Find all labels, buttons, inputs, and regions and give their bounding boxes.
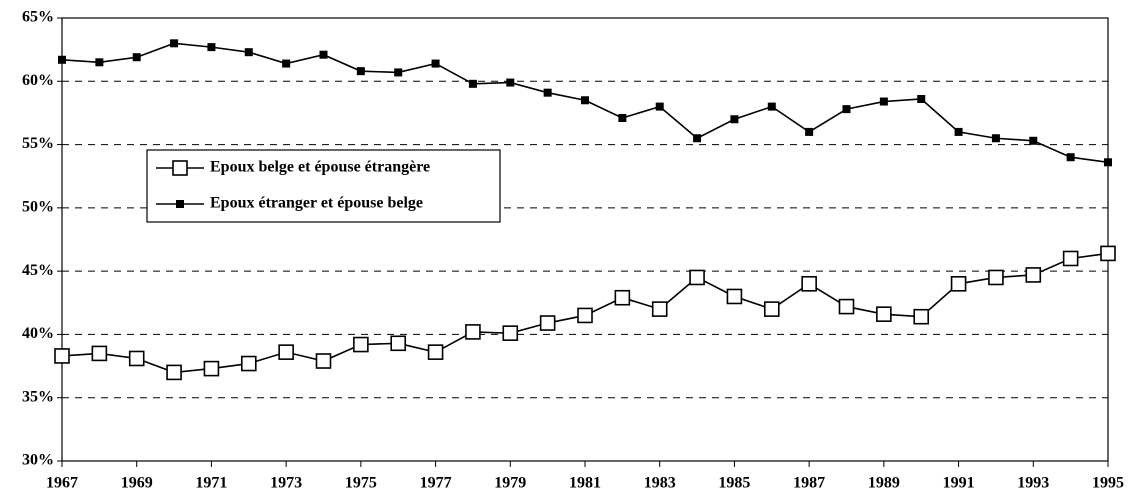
- marker: [465, 324, 481, 340]
- marker: [170, 39, 179, 48]
- marker: [842, 105, 851, 114]
- marker: [539, 315, 556, 331]
- marker: [353, 336, 369, 353]
- x-tick-label: 1967: [46, 475, 78, 492]
- x-tick-label: 1975: [345, 475, 377, 492]
- marker: [282, 59, 291, 68]
- marker: [244, 48, 253, 57]
- marker: [913, 308, 930, 325]
- marker: [655, 102, 664, 111]
- marker: [1062, 250, 1079, 267]
- marker: [468, 79, 477, 88]
- marker: [95, 58, 104, 67]
- x-tick-label: 1971: [195, 475, 227, 492]
- y-tick-label: 40%: [22, 325, 54, 342]
- marker: [730, 115, 739, 124]
- marker: [917, 95, 926, 104]
- x-tick-label: 1985: [718, 475, 750, 492]
- marker: [1066, 153, 1075, 162]
- legend-label: Epoux étranger et épouse belge: [210, 195, 423, 212]
- marker: [394, 68, 403, 77]
- marker: [1100, 245, 1116, 262]
- marker: [651, 301, 668, 317]
- x-tick-label: 1991: [943, 475, 975, 492]
- x-tick-label: 1973: [270, 475, 302, 492]
- legend-box: [146, 149, 501, 223]
- marker: [427, 344, 444, 360]
- marker: [689, 269, 705, 286]
- marker: [431, 59, 440, 68]
- x-tick-label: 1977: [420, 475, 452, 492]
- x-tick-label: 1979: [494, 475, 526, 492]
- marker: [278, 344, 294, 360]
- legend-label: Epoux belge et épouse étrangère: [210, 159, 430, 176]
- marker: [502, 325, 519, 341]
- marker: [132, 53, 141, 62]
- marker: [876, 306, 892, 322]
- marker: [767, 102, 776, 111]
- marker: [581, 96, 589, 105]
- marker: [543, 88, 552, 97]
- y-tick-label: 30%: [22, 452, 54, 469]
- legend-marker: [172, 160, 188, 176]
- y-tick-label: 35%: [22, 388, 54, 405]
- x-tick-label: 1989: [868, 475, 900, 492]
- marker: [1025, 267, 1042, 283]
- marker: [207, 43, 216, 52]
- marker: [54, 348, 70, 364]
- marker: [838, 298, 855, 315]
- x-tick-label: 1995: [1092, 475, 1124, 492]
- marker: [356, 67, 365, 76]
- y-tick-label: 60%: [22, 72, 54, 89]
- marker: [1104, 158, 1112, 167]
- y-tick-label: 45%: [22, 262, 54, 279]
- marker: [315, 353, 332, 369]
- y-tick-label: 65%: [22, 9, 54, 26]
- marker: [763, 301, 780, 317]
- marker: [991, 134, 1000, 143]
- marker: [801, 275, 817, 292]
- marker: [879, 97, 888, 106]
- marker: [506, 78, 515, 87]
- x-tick-label: 1987: [793, 475, 825, 492]
- x-tick-label: 1969: [121, 475, 153, 492]
- x-tick-label: 1981: [569, 475, 601, 492]
- y-tick-label: 55%: [22, 135, 54, 152]
- marker: [240, 355, 257, 372]
- marker: [618, 113, 627, 122]
- marker: [726, 288, 743, 305]
- marker: [166, 364, 182, 381]
- x-tick-label: 1983: [644, 475, 676, 492]
- marker: [693, 134, 702, 143]
- legend: Epoux belge et épouse étrangère Epoux étr…: [146, 149, 501, 223]
- marker: [577, 307, 593, 324]
- marker: [1029, 136, 1038, 145]
- marker: [319, 50, 328, 59]
- marker: [58, 55, 66, 64]
- marker: [390, 335, 407, 352]
- marker: [954, 127, 963, 136]
- marker: [128, 350, 145, 367]
- legend-marker: [176, 200, 184, 208]
- marker: [950, 275, 967, 292]
- y-tick-label: 50%: [22, 199, 54, 216]
- marker: [203, 360, 220, 377]
- marker: [91, 345, 108, 362]
- marker: [805, 127, 814, 136]
- x-tick-label: 1993: [1017, 475, 1049, 492]
- marker: [988, 269, 1004, 286]
- marker: [614, 289, 631, 306]
- plot-frame: [61, 17, 1109, 462]
